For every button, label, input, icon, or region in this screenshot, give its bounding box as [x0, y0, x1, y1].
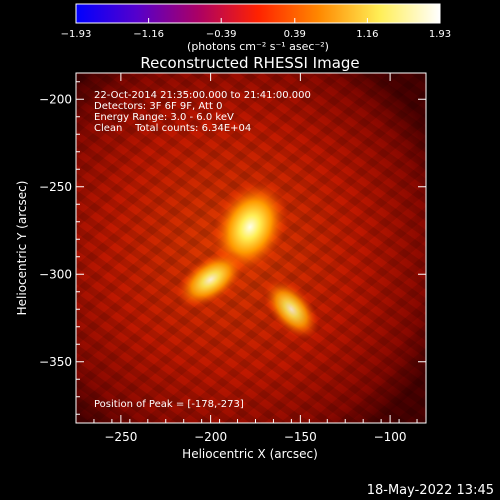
annotation-detectors: Detectors: 3F 6F 9F, Att 0 [94, 101, 222, 112]
x-axis-label: Heliocentric X (arcsec) [182, 447, 318, 461]
colorbar [75, 3, 441, 24]
colorbar-tick-label: −1.93 [61, 29, 92, 40]
x-tick-label: −200 [194, 430, 227, 444]
emission-source [176, 250, 246, 309]
annotation-energy-range: Energy Range: 3.0 - 6.0 keV [94, 112, 234, 123]
colorbar-tick-label: −0.39 [206, 29, 237, 40]
emission-source [211, 180, 289, 274]
y-tick-label: −200 [39, 92, 72, 106]
annotation-counts: Clean Total counts: 6.34E+04 [94, 123, 251, 134]
emission-sources [176, 180, 320, 340]
colorbar-units: (photons cm⁻² s⁻¹ asec⁻²) [187, 40, 329, 53]
x-tick-label: −150 [284, 430, 317, 444]
y-tick-label: −250 [39, 180, 72, 194]
annotation-time-range: 22-Oct-2014 21:35:00.000 to 21:41:00.000 [94, 90, 311, 101]
colorbar-tick-label: 1.16 [356, 29, 378, 40]
colorbar-ticks: −1.93 −1.16 −0.39 0.39 1.16 1.93 [61, 18, 451, 40]
y-axis-label: Heliocentric Y (arcsec) [15, 181, 29, 316]
colorbar-tick-label: −1.16 [133, 29, 164, 40]
image-plot [76, 73, 426, 423]
x-tick-label: −100 [374, 430, 407, 444]
emission-source [263, 278, 320, 340]
annotation-block: 22-Oct-2014 21:35:00.000 to 21:41:00.000… [94, 90, 311, 134]
x-tick-label: −250 [104, 430, 137, 444]
colorbar-tick-label: 1.93 [429, 29, 451, 40]
plot-frame [75, 72, 427, 424]
render-timestamp: 18-May-2022 13:45 [367, 483, 494, 498]
colorbar-tick-label: 0.39 [284, 29, 306, 40]
y-tick-label: −300 [39, 267, 72, 281]
y-tick-label: −350 [39, 355, 72, 369]
axis-ticks: −250 −200 −150 −100 −200 −250 −300 −350 [39, 73, 426, 444]
peak-position-label: Position of Peak = [-178,-273] [94, 399, 244, 410]
chart-title: Reconstructed RHESSI Image [140, 54, 359, 72]
